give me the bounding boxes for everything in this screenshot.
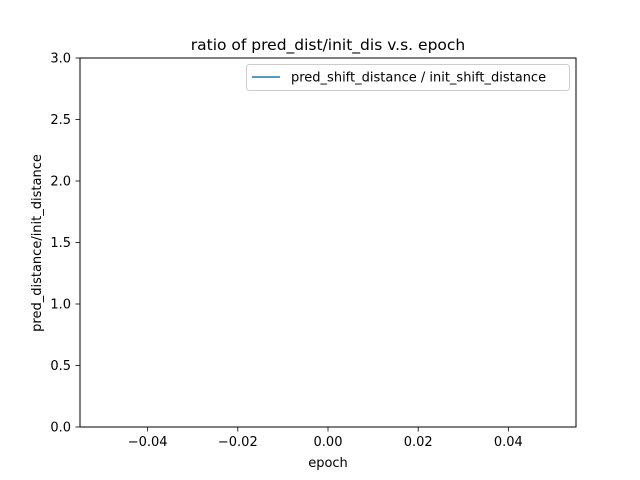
y-axis: 0.0 0.5 1.0 1.5 2.0 2.5 3.0 xyxy=(50,52,80,436)
plot-area xyxy=(79,57,577,428)
x-tick-label: 0.02 xyxy=(404,435,433,450)
y-tick-label: 0.0 xyxy=(50,421,71,436)
chart-title: ratio of pred_dist/init_dis v.s. epoch xyxy=(191,36,466,55)
x-axis: −0.04 −0.02 0.00 0.02 0.04 xyxy=(128,427,523,450)
y-tick-label: 2.5 xyxy=(50,113,71,128)
legend-box xyxy=(246,64,570,91)
x-tick-label: 0.04 xyxy=(494,435,523,450)
legend: pred_shift_distance / init_shift_distanc… xyxy=(246,64,570,91)
y-axis-label: pred_distance/init_distance xyxy=(30,154,45,332)
y-tick-label: 2.0 xyxy=(50,175,71,190)
x-axis-label: epoch xyxy=(308,456,348,471)
x-tick-label: −0.02 xyxy=(218,435,258,450)
y-tick-label: 1.0 xyxy=(50,298,71,313)
plot-frame xyxy=(79,57,577,428)
y-tick-label: 0.5 xyxy=(50,359,71,374)
y-tick-label: 1.5 xyxy=(50,236,71,251)
x-tick-label: 0.00 xyxy=(314,435,343,450)
legend-label: pred_shift_distance / init_shift_distanc… xyxy=(291,71,546,86)
x-tick-label: −0.04 xyxy=(128,435,168,450)
y-tick-label: 3.0 xyxy=(50,52,71,67)
